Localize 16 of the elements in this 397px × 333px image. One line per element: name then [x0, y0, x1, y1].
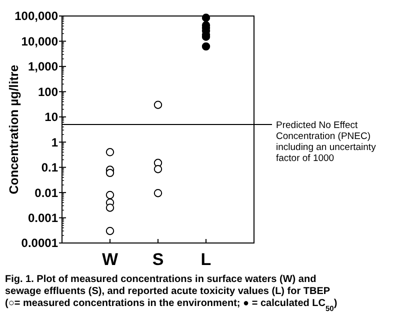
y-tick-label: 100,000 [14, 9, 58, 24]
y-tick-label: 1 [51, 135, 58, 150]
ref-line-label: Predicted No Effect Concentration (PNEC) including an uncertainty factor of 1000 [276, 120, 376, 164]
x-tick-label: S [152, 250, 164, 269]
y-tick-label: 0.1 [41, 160, 58, 175]
x-tick-label: W [102, 250, 119, 269]
y-tick-label: 0.0001 [21, 236, 58, 250]
y-tick-label: 10,000 [21, 34, 58, 48]
y-axis-title: Concentration µg/litre [7, 64, 21, 194]
y-tick-label: 1,000 [28, 60, 58, 74]
y-tick-label: 0.01 [34, 186, 58, 200]
x-tick-label: L [200, 250, 212, 269]
y-tick-label: 0.001 [28, 210, 58, 225]
caption: Fig. 1. Plot of measured concentrations in surface waters (W) and sewage effluents (S), and reported acute toxicity values (L) for TBEP (○= measured concentrations in the environment; ● = calculated LC$_{50}$) [5, 274, 338, 312]
y-tick-label: 10 [44, 110, 58, 124]
y-tick-label: 100 [38, 84, 58, 99]
